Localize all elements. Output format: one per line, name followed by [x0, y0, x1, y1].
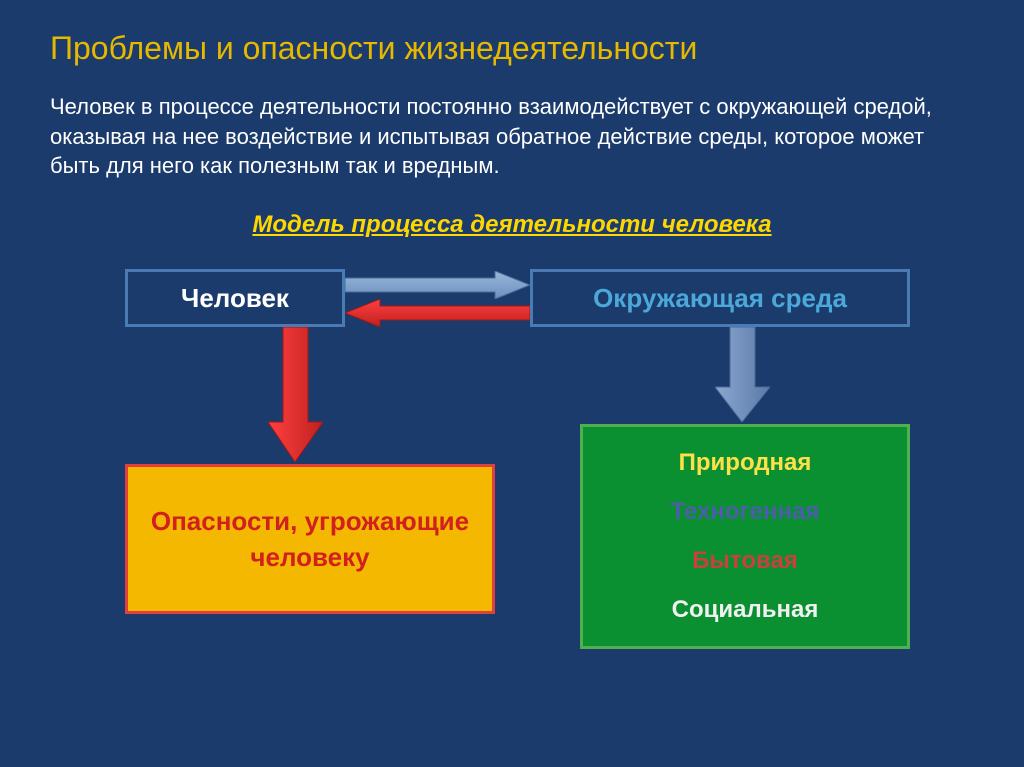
box-dangers-label: Опасности, угрожающие человеку: [138, 503, 482, 576]
type-domestic: Бытовая: [692, 547, 798, 575]
model-subtitle: Модель процесса деятельности человека: [50, 211, 974, 239]
box-environment-types: Природная Техногенная Бытовая Социальная: [580, 424, 910, 649]
type-social: Социальная: [672, 596, 819, 624]
arrow-to-dangers: [268, 327, 323, 462]
type-nature: Природная: [679, 449, 812, 477]
type-tech: Техногенная: [671, 498, 820, 526]
diagram-container: Человек Окружающая среда Опасности, угро…: [50, 269, 974, 689]
box-environment: Окружающая среда: [530, 269, 910, 327]
arrow-to-types: [715, 327, 770, 422]
box-human: Человек: [125, 269, 345, 327]
box-environment-label: Окружающая среда: [593, 283, 847, 314]
arrow-environment-to-human: [345, 299, 530, 327]
arrow-human-to-environment: [345, 271, 530, 299]
box-dangers: Опасности, угрожающие человеку: [125, 464, 495, 614]
box-human-label: Человек: [181, 283, 289, 314]
slide-title: Проблемы и опасности жизнедеятельности: [50, 30, 974, 67]
slide-description: Человек в процессе деятельности постоянн…: [50, 92, 974, 181]
